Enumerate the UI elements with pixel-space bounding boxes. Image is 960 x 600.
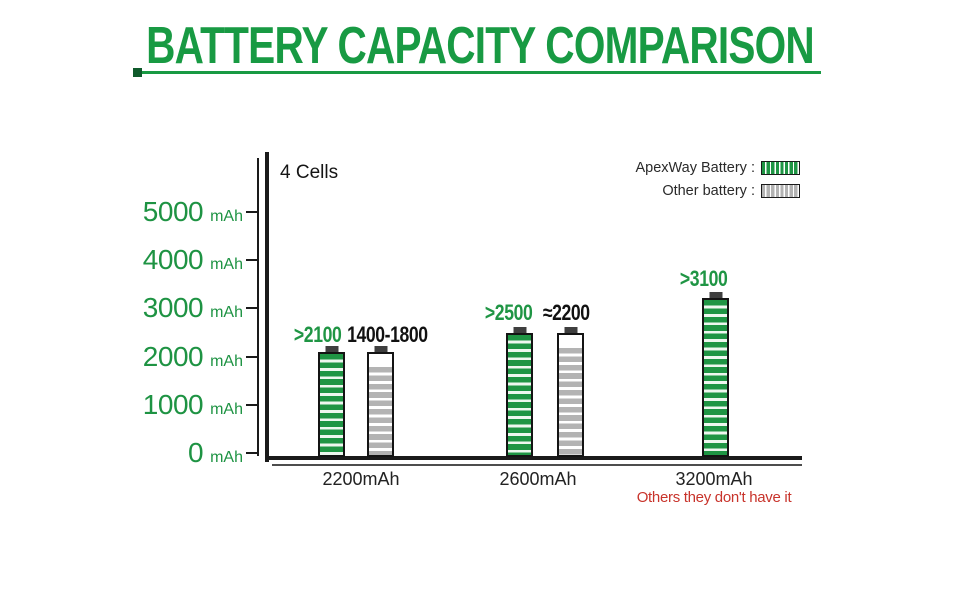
- y-tick-label-3000: 3000 mAh: [55, 292, 243, 324]
- y-tick-value: 5000: [142, 196, 204, 227]
- y-tick-value: 1000: [142, 389, 204, 420]
- y-tick-label-2000: 2000 mAh: [55, 341, 243, 373]
- y-axis-tick: [246, 307, 257, 309]
- battery-fill: [369, 367, 392, 455]
- x-axis-shadow-line: [272, 464, 802, 466]
- others-footnote: Others they don't have it: [636, 489, 792, 506]
- x-axis-label-3200: 3200mAh: [675, 469, 753, 489]
- y-tick-unit: mAh: [210, 353, 243, 370]
- cells-annotation: 4 Cells: [280, 162, 339, 183]
- bar-label-other-2600: ≈2200: [542, 300, 590, 325]
- y-tick-unit: mAh: [210, 401, 243, 418]
- title-underline: [136, 71, 821, 74]
- y-axis-tick: [246, 356, 257, 358]
- y-axis-tick: [246, 452, 257, 454]
- bar-label-apexway-3200: >3100: [680, 266, 728, 291]
- y-tick-label-1000: 1000 mAh: [55, 389, 243, 421]
- y-tick-value: 3000: [142, 292, 204, 323]
- y-tick-unit: mAh: [210, 304, 243, 321]
- bar-label-apexway-2600: >2500: [485, 300, 533, 325]
- legend-item-other: Other battery :: [662, 183, 800, 199]
- battery-bar-other-2600: [557, 333, 584, 457]
- bar-label-apexway-2200: >2100: [294, 322, 342, 347]
- battery-bar-apexway-2600: [506, 333, 533, 457]
- legend-label-other: Other battery :: [662, 183, 755, 199]
- y-axis-line: [265, 152, 269, 462]
- battery-bar-apexway-3200: [702, 298, 729, 457]
- x-axis-label-2200: 2200mAh: [322, 469, 400, 489]
- bar-label-other-2200: 1400-1800: [346, 322, 428, 347]
- y-tick-value: 4000: [142, 244, 204, 275]
- title-wrap: BATTERY CAPACITY COMPARISON: [0, 16, 960, 76]
- legend-item-apexway: ApexWay Battery :: [635, 160, 800, 176]
- y-tick-unit: mAh: [210, 449, 243, 466]
- x-axis-line: [265, 456, 802, 460]
- legend-label-apexway: ApexWay Battery :: [635, 160, 755, 176]
- title-underline-square: [133, 68, 142, 77]
- y-axis-inner-line: [257, 158, 259, 456]
- battery-fill: [559, 348, 582, 455]
- y-tick-label-5000: 5000 mAh: [55, 196, 243, 228]
- y-axis-tick: [246, 404, 257, 406]
- y-axis-tick: [246, 259, 257, 261]
- y-tick-value: 0: [188, 437, 204, 468]
- x-axis-label-2600: 2600mAh: [499, 469, 577, 489]
- battery-bar-other-2200: [367, 352, 394, 457]
- y-tick-value: 2000: [142, 341, 204, 372]
- y-tick-unit: mAh: [210, 256, 243, 273]
- y-tick-label-4000: 4000 mAh: [55, 244, 243, 276]
- y-axis-tick: [246, 211, 257, 213]
- gray-battery-swatch-icon: [761, 184, 800, 198]
- y-tick-unit: mAh: [210, 208, 243, 225]
- battery-bar-apexway-2200: [318, 352, 345, 457]
- page-title: BATTERY CAPACITY COMPARISON: [146, 17, 815, 75]
- y-tick-label-0: 0 mAh: [55, 437, 243, 469]
- green-battery-swatch-icon: [761, 161, 800, 175]
- legend: ApexWay Battery : Other battery :: [635, 160, 800, 199]
